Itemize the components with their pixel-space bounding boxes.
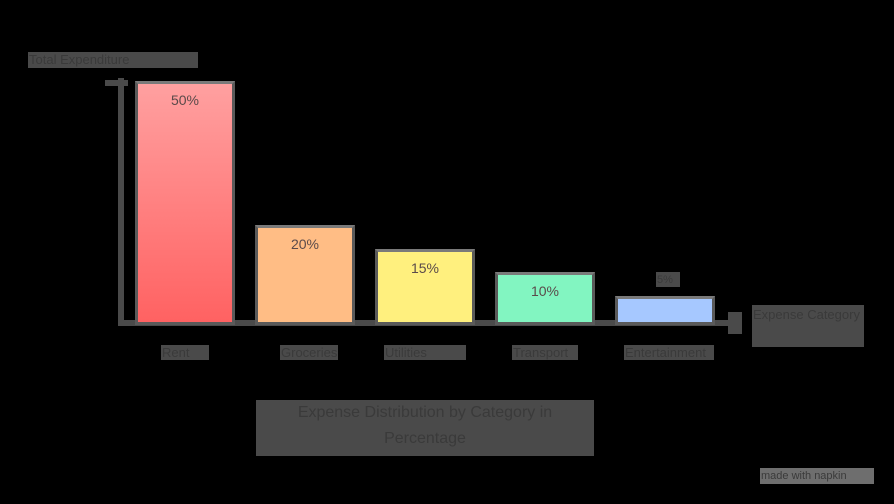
bar-utilities: 15%	[375, 249, 475, 325]
bar-value-label-outside: 5%	[656, 272, 680, 287]
y-axis-line	[118, 78, 124, 326]
bar-rent: 50%	[135, 81, 235, 325]
bar-groceries: 20%	[255, 225, 355, 325]
bar-value-label: 10%	[530, 283, 560, 299]
bar-value-label: 20%	[290, 236, 320, 252]
bar-value-label: 50%	[170, 92, 200, 108]
x-tick-label: Rent	[161, 345, 209, 360]
x-axis-label: Expense Category	[752, 305, 864, 347]
bar-entertainment	[615, 296, 715, 325]
bar-transport: 10%	[495, 272, 595, 325]
x-tick-label: Transport	[512, 345, 578, 360]
x-tick-label: Entertainment	[624, 345, 714, 360]
y-axis-label: Total Expenditure	[28, 52, 198, 68]
bar-value-label: 15%	[410, 260, 440, 276]
y-axis-top-tick	[105, 80, 128, 86]
watermark: made with napkin	[760, 468, 874, 484]
x-axis-end-tick	[728, 312, 742, 334]
chart-title: Expense Distribution by Category in Perc…	[256, 400, 594, 456]
x-tick-label: Utilities	[384, 345, 466, 360]
x-tick-label: Groceries	[280, 345, 338, 360]
